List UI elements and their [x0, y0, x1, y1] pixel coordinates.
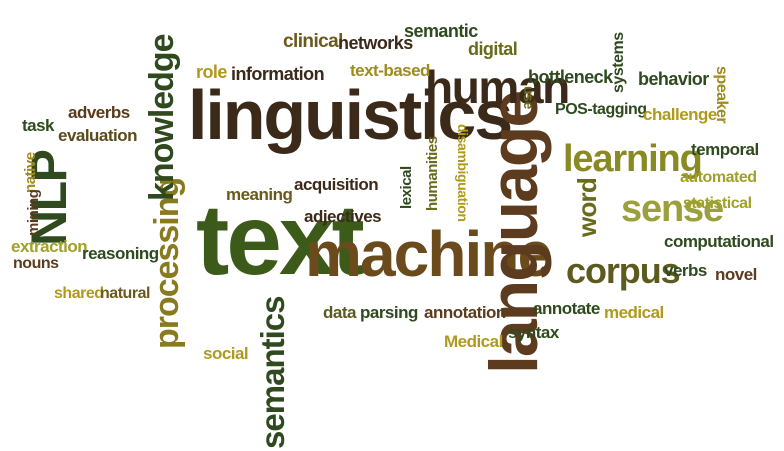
word-novel: novel — [715, 265, 757, 284]
word-machine: machine — [305, 218, 553, 290]
word-word: word — [572, 178, 602, 237]
word-clinical: clinical — [283, 31, 343, 52]
word-native: native — [22, 152, 39, 193]
word-disambiguation: disambiguation — [455, 124, 471, 222]
word-medical-upper: Medical — [444, 332, 503, 351]
word-meaning: meaning — [226, 185, 293, 204]
word-role: role — [196, 62, 227, 82]
word-networks: networks — [338, 33, 413, 53]
word-information: information — [231, 64, 325, 84]
word-semantics: semantics — [254, 296, 291, 449]
word-acquisition: acquisition — [294, 175, 379, 194]
word-extraction: extraction — [11, 237, 88, 256]
word-annotate: annotate — [533, 299, 600, 318]
word-corpus: corpus — [566, 250, 681, 291]
word-syntax: syntax — [508, 323, 559, 342]
word-adjectives: adjectives — [304, 207, 382, 226]
word-semantic: semantic — [404, 21, 478, 41]
word-temporal: temporal — [691, 140, 759, 159]
word-text-based: text-based — [350, 61, 430, 80]
word-computational: computational — [664, 232, 774, 251]
word-automated: automated — [680, 169, 757, 186]
word-medical-lower: medical — [604, 303, 664, 322]
word-nouns: nouns — [13, 255, 59, 272]
word-behavior: behavior — [638, 69, 709, 89]
word-lexical: lexical — [398, 166, 415, 209]
word-natural: natural — [100, 285, 150, 302]
word-processing: processing — [148, 177, 186, 349]
word-adverbs: adverbs — [68, 103, 130, 122]
word-bottleneck: bottleneck — [528, 67, 613, 87]
word-use: use — [521, 86, 537, 109]
word-learning: learning — [563, 138, 703, 180]
word-sense: sense — [621, 188, 724, 230]
word-knowledge: knowledge — [143, 34, 181, 201]
word-systems: systems — [610, 32, 627, 93]
word-evaluation: evaluation — [58, 126, 137, 145]
word-human: human — [425, 61, 570, 113]
word-challenge: challenge — [643, 105, 717, 124]
word-pos-tagging: POS-tagging — [555, 101, 647, 118]
word-digital: digital — [468, 39, 518, 59]
word-data: data — [323, 303, 356, 322]
word-humanities: humanities — [424, 136, 441, 211]
word-annotation: annotation — [424, 303, 506, 322]
word-parsing: parsing — [360, 303, 418, 322]
word-linguistics: linguistics — [188, 76, 513, 154]
word-social: social — [203, 344, 249, 363]
word-mining: mining — [25, 189, 42, 236]
word-text: text — [196, 184, 365, 296]
word-verbs: verbs — [664, 261, 707, 280]
word-task: task — [22, 116, 55, 135]
word-statistical: statistical — [683, 195, 752, 212]
word-reasoning: reasoning — [82, 244, 159, 263]
word-shared: shared — [54, 285, 104, 302]
